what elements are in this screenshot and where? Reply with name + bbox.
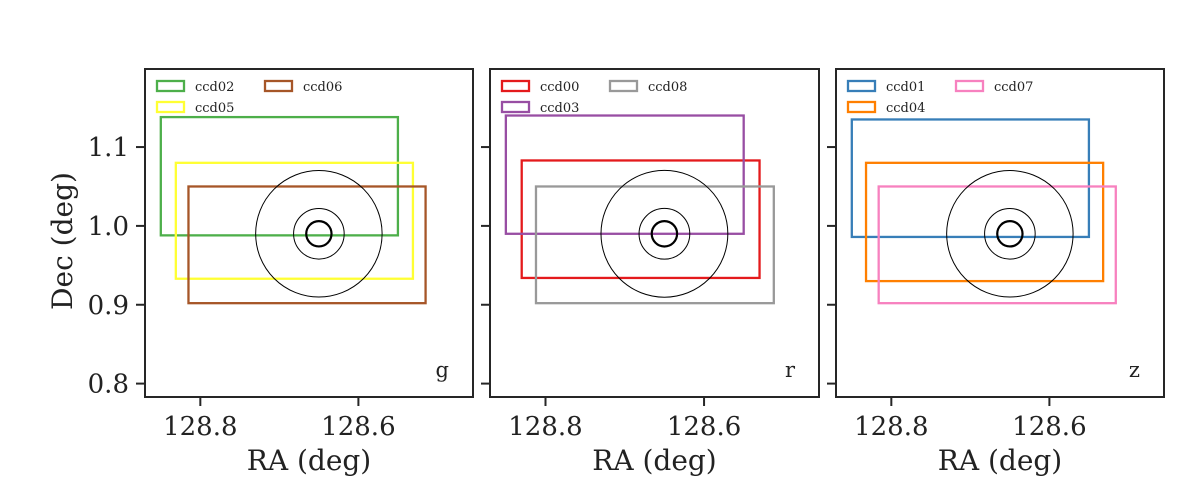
x-axis-label: RA (deg) [938,444,1062,477]
target-circle-1 [946,170,1074,298]
ccd-rect-ccd03 [504,114,745,235]
legend-swatch [263,79,294,93]
ccd-rect-ccd06 [187,185,427,305]
ccd-rect-ccd07 [877,185,1117,305]
target-circle-1 [600,169,729,298]
legend-item-ccd01: ccd01 [846,79,925,95]
band-label: z [1129,358,1140,382]
legend-item-ccd05: ccd05 [155,100,234,116]
legend-item-ccd07: ccd07 [954,79,1033,95]
x-tick-label: 128.6 [667,412,741,442]
axes-frame [144,68,474,398]
y-tick-label: 0.8 [88,370,129,400]
target-circle-1 [255,170,383,298]
legend-label: ccd03 [540,101,579,116]
legend-swatch [500,79,531,93]
legend-label: ccd00 [540,80,579,95]
band-label: g [436,358,449,382]
ccd-rect-ccd02 [159,115,400,237]
ccd-rect-ccd00 [520,159,761,280]
legend-item-ccd03: ccd03 [500,100,579,116]
target-circle-2 [293,207,345,260]
axes-frame [835,68,1165,398]
target-circle-3 [305,220,333,248]
legend: ccd01 ccd04 ccd07 [846,79,1033,116]
legend: ccd00 ccd03 ccd08 [500,79,687,116]
legend-label: ccd07 [994,80,1033,95]
legend-swatch [954,79,985,93]
band-label: r [785,358,796,382]
legend-item-ccd04: ccd04 [846,100,925,116]
x-tick-label: 128.6 [321,412,395,442]
legend: ccd02 ccd05 ccd06 [155,79,342,116]
panel-r: 128.8 128.6RA (deg) r ccd00 ccd03 ccd08 [481,68,820,477]
legend-swatch [608,79,639,93]
legend-swatch [155,79,186,93]
x-axis-label: RA (deg) [247,444,371,477]
legend-label: ccd01 [886,80,925,95]
target-circle-2 [638,207,691,260]
x-axis-label: RA (deg) [592,444,716,477]
legend-label: ccd05 [195,101,234,116]
x-tick-label: 128.8 [508,412,582,442]
target-circle-3 [650,220,679,248]
y-tick-label: 1.1 [88,133,129,163]
ccd-rect-ccd04 [864,161,1105,283]
legend-item-ccd00: ccd00 [500,79,579,95]
y-tick-label: 0.9 [88,291,129,321]
x-tick-label: 128.8 [163,412,237,442]
legend-item-ccd06: ccd06 [263,79,342,95]
axes-frame [489,68,820,398]
y-axis-label: Dec (deg) [46,172,79,310]
legend-item-ccd08: ccd08 [608,79,687,95]
x-tick-label: 128.8 [854,412,928,442]
panel-z: 128.8 128.6RA (deg) z ccd01 ccd04 ccd07 [827,68,1165,477]
target-circle-3 [996,220,1024,248]
x-tick-label: 128.6 [1012,412,1086,442]
legend-label: ccd06 [303,80,342,95]
legend-swatch [155,100,186,114]
legend-swatch [846,79,877,93]
legend-swatch [500,100,531,114]
y-tick-label: 1.0 [88,212,129,242]
legend-label: ccd08 [648,80,687,95]
legend-swatch [846,100,877,114]
legend-label: ccd02 [195,80,234,95]
legend-label: ccd04 [886,101,925,116]
ccd-rect-ccd01 [850,118,1091,239]
legend-item-ccd02: ccd02 [155,79,234,95]
panel-g: 128.8 128.6 1.1 1.0 0.9 0.8 RA (deg) Dec (deg) g… [46,68,474,477]
target-circle-2 [984,207,1036,260]
ccd-rect-ccd08 [534,185,775,305]
ccd-rect-ccd05 [174,161,415,280]
